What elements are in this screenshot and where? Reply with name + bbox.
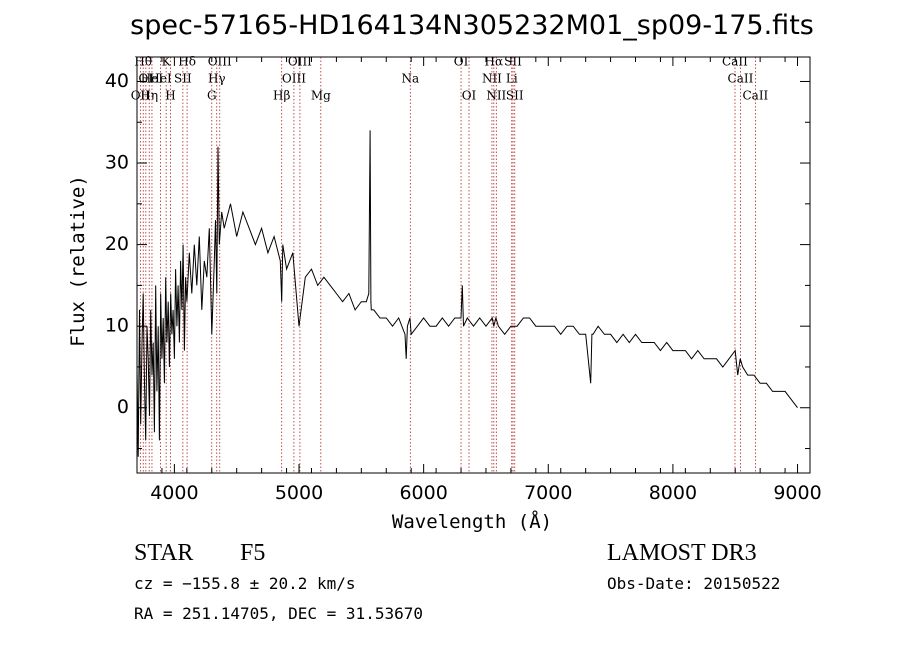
x-axis-label: Wavelength (Å) bbox=[392, 510, 552, 533]
spectral-line-label: OIII bbox=[282, 72, 306, 86]
x-axis-ticks: 4000 5000 6000 7000 8000 9000 bbox=[136, 57, 822, 504]
spectral-line-label: Hη bbox=[140, 89, 158, 103]
spectral-line-label: CaII bbox=[728, 72, 754, 86]
y-tick-label: 20 bbox=[105, 233, 129, 255]
spectral-line-label: NII bbox=[486, 89, 506, 103]
y-tick-label: 0 bbox=[117, 396, 129, 418]
plot-frame bbox=[136, 56, 811, 474]
spectral-line-label: Hγ bbox=[208, 72, 226, 86]
spectral-line-labels: OIIHθOIHηHeIHeIKHSIIHδGHγOIIIHβOIIIOIIIM… bbox=[131, 55, 769, 103]
spectral-line-label: SII bbox=[174, 72, 192, 86]
spectral-line-label: CaII bbox=[742, 89, 768, 103]
spectral-line-label: HeI bbox=[149, 72, 172, 86]
y-axis-label: Flux (relative) bbox=[67, 175, 89, 347]
spectral-line-label: Hα bbox=[485, 55, 504, 69]
spectral-line-label: OIII bbox=[208, 55, 232, 69]
obs-date: Obs-Date: 20150522 bbox=[607, 574, 781, 593]
spectral-line-label: OI bbox=[462, 89, 477, 103]
object-subclass: F5 bbox=[240, 540, 266, 566]
spectral-line-label: Mg bbox=[311, 89, 331, 103]
y-tick-label: 30 bbox=[105, 152, 129, 174]
spectral-line-label: NII bbox=[482, 72, 502, 86]
spectral-line-label: HeI bbox=[141, 72, 164, 86]
spectrum-series-line bbox=[136, 130, 798, 457]
x-tick-label: 8000 bbox=[649, 482, 697, 504]
x-tick-label: 4000 bbox=[150, 482, 198, 504]
spectral-line-label: OIII bbox=[288, 55, 312, 69]
spectral-line-label: K bbox=[162, 55, 172, 69]
object-class: STAR bbox=[134, 540, 194, 566]
x-tick-label: 7000 bbox=[524, 482, 572, 504]
redshift-text: cz = −155.8 ± 20.2 km/s bbox=[134, 574, 356, 593]
y-axis-ticks: 0 10 20 30 40 bbox=[105, 70, 810, 450]
spectral-line-label: SII bbox=[504, 55, 522, 69]
survey-name: LAMOST DR3 bbox=[607, 540, 757, 566]
x-tick-label: 5000 bbox=[275, 482, 323, 504]
spectral-line-label: H bbox=[165, 89, 175, 103]
spectral-line-label: OII bbox=[131, 89, 151, 103]
spectral-line-label: Li bbox=[506, 72, 518, 86]
spectral-line-label: G bbox=[207, 89, 217, 103]
y-tick-label: 40 bbox=[105, 70, 129, 92]
spectral-line-label: OI bbox=[139, 72, 154, 86]
spectral-line-label: Hθ bbox=[134, 55, 152, 69]
coordinates: RA = 251.14705, DEC = 31.53670 bbox=[134, 604, 423, 623]
x-tick-label: 6000 bbox=[399, 482, 447, 504]
chart-title: spec-57165-HD164134N305232M01_sp09-175.f… bbox=[130, 10, 814, 41]
y-tick-label: 10 bbox=[105, 315, 129, 337]
spectral-line-label: Hβ bbox=[273, 89, 290, 103]
spectral-line-markers bbox=[139, 57, 756, 473]
x-tick-label: 9000 bbox=[773, 482, 821, 504]
spectral-line-label: SII bbox=[506, 89, 524, 103]
spectral-line-label: Na bbox=[401, 72, 419, 86]
